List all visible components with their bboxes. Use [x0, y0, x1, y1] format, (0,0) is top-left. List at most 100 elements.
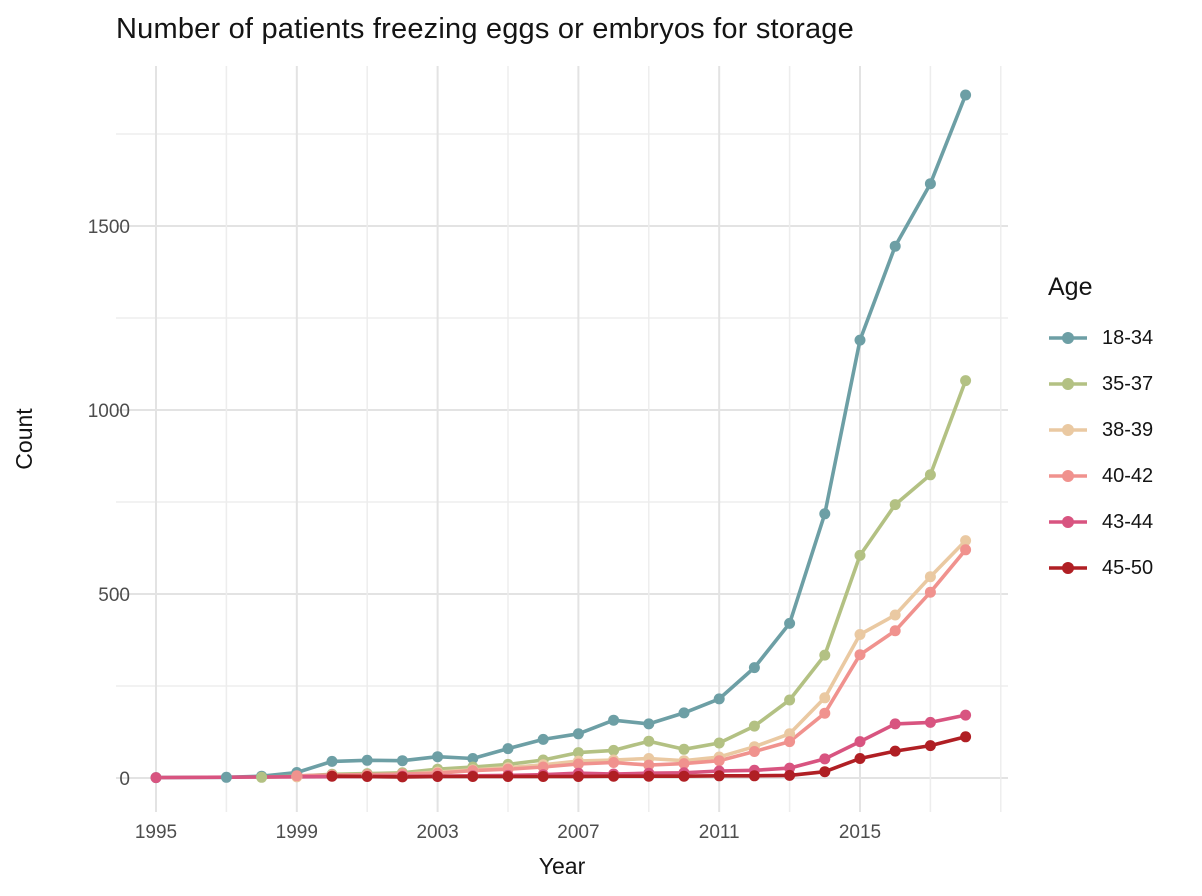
- data-point-18-34-2012: [748, 662, 760, 674]
- data-point-40-42-2006: [537, 761, 549, 773]
- legend-key-icon: [1049, 516, 1087, 528]
- data-point-43-44-2014: [819, 753, 831, 765]
- data-point-35-37-2007: [572, 747, 584, 759]
- y-axis-title: Count: [11, 408, 37, 470]
- data-point-43-44-2015: [854, 736, 866, 748]
- legend-title: Age: [1048, 273, 1093, 301]
- legend-label: 18-34: [1102, 326, 1154, 349]
- legend-item-38-39: 38-39: [1048, 407, 1153, 453]
- legend-item-18-34: 18-34: [1048, 315, 1153, 361]
- data-point-35-37-2010: [678, 743, 690, 755]
- data-point-45-50-2007: [572, 771, 584, 782]
- x-tick-label: 1999: [276, 822, 318, 843]
- y-tick-label: 1500: [88, 217, 130, 238]
- x-tick-label: 1995: [135, 822, 177, 843]
- data-point-43-44-2018: [960, 709, 972, 721]
- x-tick-label: 2003: [416, 822, 458, 843]
- data-point-40-42-2012: [748, 746, 760, 757]
- data-point-35-37-1998: [256, 771, 268, 783]
- legend-item-43-44: 43-44: [1048, 499, 1153, 545]
- x-tick-label: 2015: [839, 822, 881, 843]
- data-point-45-50-2010: [678, 770, 690, 782]
- data-point-40-42-2011: [713, 755, 725, 767]
- data-point-40-42-2017: [924, 586, 936, 598]
- data-point-38-39-2018: [960, 535, 972, 547]
- series-lines: [154, 93, 968, 780]
- x-axis-title: Year: [539, 853, 586, 879]
- data-point-40-42-2015: [854, 649, 866, 661]
- data-point-38-39-2015: [854, 629, 866, 640]
- data-point-35-37-2014: [819, 649, 831, 661]
- data-point-45-50-2008: [608, 770, 620, 782]
- data-point-43-44-2017: [924, 716, 936, 728]
- data-point-18-34-2017: [924, 178, 936, 190]
- data-point-40-42-2014: [819, 707, 831, 719]
- data-point-38-39-2017: [924, 571, 936, 583]
- data-point-40-42-2010: [678, 758, 690, 770]
- data-point-45-50-2012: [748, 770, 760, 782]
- legend-key-icon: [1049, 424, 1087, 436]
- data-point-18-34-2014: [819, 508, 831, 520]
- data-point-18-34-2004: [467, 753, 479, 764]
- gridlines: [116, 66, 1008, 812]
- data-point-18-34-1997: [220, 771, 232, 783]
- data-point-35-37-2008: [608, 744, 620, 756]
- legend: Age 18-34 35-37 38-39 40-42 43-44 45-50: [1048, 272, 1153, 591]
- data-point-45-50-2013: [784, 769, 796, 781]
- data-point-45-50-2011: [713, 770, 725, 782]
- data-point-18-34-2002: [396, 755, 408, 767]
- series-line-40-42: [295, 548, 968, 778]
- series-line-18-34: [154, 93, 968, 780]
- data-point-18-34-2000: [326, 755, 338, 767]
- data-point-45-50-2003: [432, 771, 444, 782]
- data-point-18-34-2007: [572, 728, 584, 740]
- legend-item-40-42: 40-42: [1048, 453, 1153, 499]
- data-point-18-34-2015: [854, 334, 866, 346]
- data-point-35-37-2012: [748, 720, 760, 732]
- chart-title: Number of patients freezing eggs or embr…: [116, 13, 854, 45]
- data-point-18-34-2003: [432, 751, 444, 763]
- legend-key-icon: [1049, 562, 1087, 574]
- data-point-18-34-2010: [678, 707, 690, 719]
- data-point-18-34-2006: [537, 733, 549, 745]
- data-point-40-42-2009: [643, 759, 655, 771]
- data-point-35-37-2017: [924, 469, 936, 481]
- data-point-45-50-2015: [854, 753, 866, 764]
- data-point-45-50-2002: [396, 771, 408, 783]
- data-point-45-50-2018: [960, 731, 972, 743]
- data-point-43-44-2016: [889, 718, 901, 730]
- data-point-35-37-2011: [713, 737, 725, 749]
- data-point-35-37-2015: [854, 549, 866, 561]
- x-tick-label: 2011: [699, 822, 740, 843]
- data-point-18-34-2011: [713, 693, 725, 705]
- data-point-40-42-2018: [960, 544, 972, 556]
- data-point-45-50-2014: [819, 766, 831, 778]
- data-point-18-34-2018: [960, 89, 972, 101]
- y-tick-label: 500: [98, 585, 130, 606]
- data-point-45-50-2009: [643, 770, 655, 782]
- legend-label: 40-42: [1102, 464, 1154, 487]
- data-point-45-50-2006: [537, 771, 549, 782]
- data-point-45-50-2000: [326, 770, 338, 782]
- data-point-45-50-2004: [467, 771, 479, 782]
- legend-items: 18-34 35-37 38-39 40-42 43-44 45-50: [1048, 315, 1153, 591]
- data-point-35-37-2013: [784, 694, 796, 706]
- data-point-35-37-2016: [889, 499, 901, 511]
- legend-key-icon: [1049, 332, 1087, 344]
- series-line-43-44: [154, 713, 968, 780]
- data-point-45-50-2001: [361, 771, 373, 782]
- legend-key-icon: [1049, 470, 1087, 482]
- data-point-35-37-2018: [960, 375, 972, 387]
- data-point-45-50-2005: [502, 771, 514, 782]
- x-tick-label: 2007: [557, 822, 599, 843]
- data-point-38-39-2016: [889, 609, 901, 621]
- legend-label: 35-37: [1102, 372, 1154, 395]
- legend-item-35-37: 35-37: [1048, 361, 1153, 407]
- data-point-45-50-2016: [889, 745, 901, 757]
- data-point-18-34-2009: [643, 718, 655, 730]
- data-point-40-42-2016: [889, 625, 901, 637]
- legend-label: 38-39: [1102, 418, 1154, 441]
- data-point-35-37-2009: [643, 735, 655, 747]
